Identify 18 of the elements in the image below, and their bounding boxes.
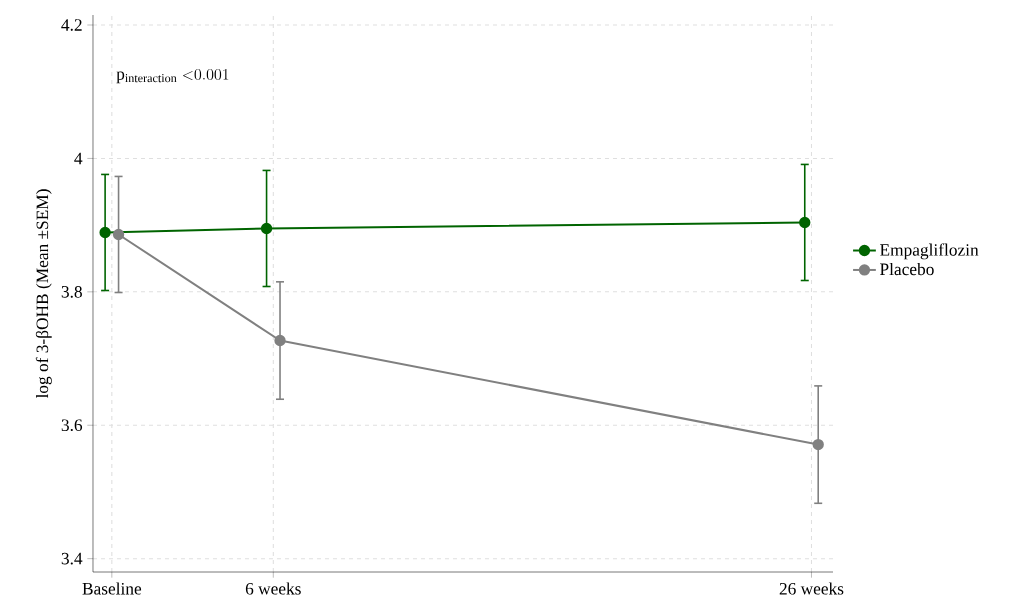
y-tick-label: 3.4 — [61, 552, 83, 565]
y-tick-label: 3.6 — [61, 419, 83, 432]
point — [799, 216, 811, 229]
y-tick-label: 4.2 — [61, 19, 82, 31]
x-tick-label: Baseline — [82, 582, 142, 595]
x-tick-label: 6 weeks — [245, 582, 301, 595]
y-axis-title: log of 3-βOHB (Mean ±SEM) — [35, 189, 52, 399]
point — [274, 334, 286, 347]
legend-label: Empagliflozin — [880, 243, 979, 260]
annotation: $\mathrm{p}_{\mathrm{interaction}}\ \mathrm{<}0.001$ — [116, 68, 229, 84]
legend-label: Placebo — [880, 262, 934, 276]
point — [112, 228, 125, 241]
point — [812, 438, 824, 451]
y-tick-label: 3.8 — [61, 285, 82, 298]
y-tick-label: 4 — [74, 152, 83, 165]
x-tick-label: 26 weeks — [779, 582, 844, 595]
point — [99, 226, 111, 239]
point — [260, 222, 273, 235]
